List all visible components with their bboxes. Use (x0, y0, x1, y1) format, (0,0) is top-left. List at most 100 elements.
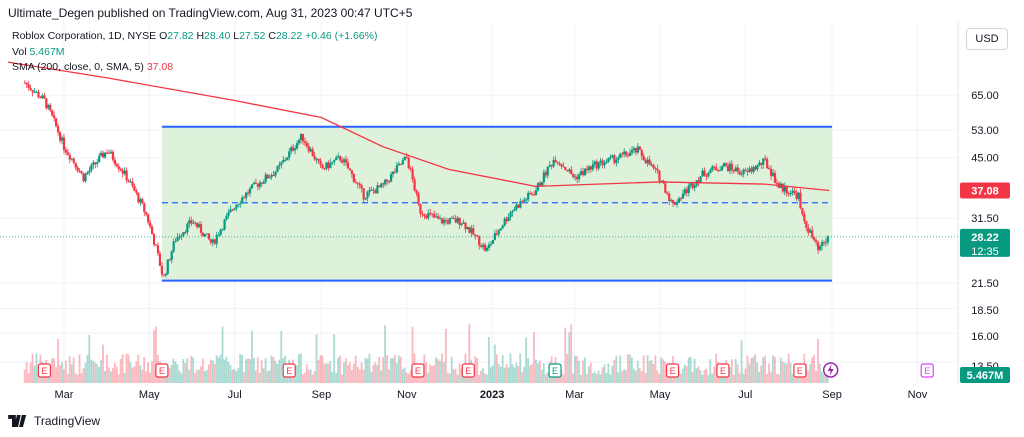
volume-bar (266, 371, 269, 383)
candle-body (799, 192, 802, 209)
volume-bar (108, 367, 110, 383)
candle-body (58, 132, 62, 141)
candle-body (466, 227, 469, 230)
volume-bar (403, 367, 406, 383)
candle-body (436, 216, 440, 219)
volume-bar (619, 355, 622, 383)
volume-bar (35, 353, 38, 383)
volume-bar (425, 362, 428, 383)
candle-body (775, 182, 779, 184)
candle-body (123, 170, 126, 174)
volume-bar (104, 370, 106, 383)
tradingview-logo-icon[interactable] (8, 415, 28, 427)
time-tick-label: Jul (738, 389, 752, 400)
candle-body (198, 224, 201, 227)
volume-bar (139, 365, 142, 383)
candle-body (713, 166, 716, 168)
candle-body (650, 164, 653, 166)
volume-bar (813, 354, 815, 383)
price-chart[interactable]: 65.00 53.00 45.00 37.08 31.50 28.22 12:35 21.50… (0, 20, 1024, 400)
volume-bar (791, 373, 794, 383)
volume-bar (525, 337, 528, 383)
candle-body (597, 162, 600, 169)
currency-button[interactable]: USD (966, 28, 1008, 50)
volume-bar (264, 358, 267, 383)
volume-bar (742, 373, 745, 383)
volume-bar (149, 372, 151, 383)
candle-body (27, 84, 30, 88)
volume-bar (572, 373, 575, 383)
volume-bar (660, 357, 663, 383)
volume-bar (488, 337, 490, 383)
candle-body (137, 192, 140, 203)
volume-bar (231, 369, 234, 383)
candle-body (591, 164, 594, 170)
volume-bar (623, 369, 625, 383)
volume-bar (499, 366, 502, 383)
volume-bar (243, 372, 245, 383)
volume-bar (664, 361, 667, 383)
candle-body (188, 220, 191, 224)
volume-bar (611, 365, 614, 383)
candle-body (335, 157, 338, 160)
volume-bar (247, 358, 249, 383)
candle-body (88, 170, 91, 173)
open-label: O (159, 30, 168, 42)
volume-bar (207, 364, 210, 383)
tradingview-brand[interactable]: TradingView (34, 414, 101, 428)
volume-bar (225, 357, 228, 383)
volume-bar (178, 370, 181, 383)
volume-bar (732, 374, 735, 383)
volume-bar (221, 326, 224, 383)
candle-body (446, 220, 449, 224)
volume-bar (770, 371, 772, 383)
candle-body (346, 162, 350, 169)
candle-body (313, 156, 316, 160)
volume-bar (822, 374, 825, 383)
volume-bar (241, 354, 244, 383)
volume-bar (252, 357, 255, 383)
volume-bar (629, 354, 631, 383)
candle-body (615, 159, 618, 163)
candle-body (521, 201, 524, 203)
candle-body (321, 164, 324, 169)
volume-bar (155, 326, 157, 383)
candle-body (480, 245, 483, 248)
candle-body (556, 162, 559, 164)
candle-body (681, 193, 685, 199)
candle-body (211, 239, 214, 243)
volume-bar (789, 362, 792, 383)
volume-bar (66, 374, 69, 383)
candle-body (742, 169, 745, 174)
candle-body (607, 157, 610, 162)
candle-body (740, 173, 743, 175)
symbol-title[interactable]: Roblox Corporation, 1D, NYSE (12, 30, 157, 42)
volume-bar (762, 357, 765, 383)
volume-bar (168, 367, 171, 383)
candle-body (141, 199, 144, 204)
candle-body (625, 151, 628, 156)
legend-sma-row[interactable]: SMA (200, close, 0, SMA, 5) 37.08 (12, 61, 173, 73)
volume-bar (527, 358, 529, 383)
candle-body (499, 228, 502, 231)
volume-bar (378, 356, 381, 383)
volume-bar (807, 370, 810, 383)
volume-bar (521, 372, 524, 383)
volume-bar (200, 366, 202, 383)
volume-bar (296, 365, 298, 383)
candle-body (576, 176, 579, 180)
time-tick-label: Nov (908, 389, 928, 400)
legend-volume-row[interactable]: Vol 5.467M (12, 46, 65, 58)
candle-body (246, 192, 250, 194)
candle-body (407, 157, 410, 169)
volume-bar (480, 370, 482, 383)
candle-body (711, 166, 714, 171)
candle-body (288, 151, 291, 158)
candle-body (180, 235, 183, 237)
volume-bar (203, 370, 206, 383)
candle-body (440, 218, 444, 224)
candle-body (660, 180, 663, 182)
volume-bar (576, 355, 578, 383)
volume-bar (454, 368, 457, 383)
volume-bar (811, 357, 814, 383)
